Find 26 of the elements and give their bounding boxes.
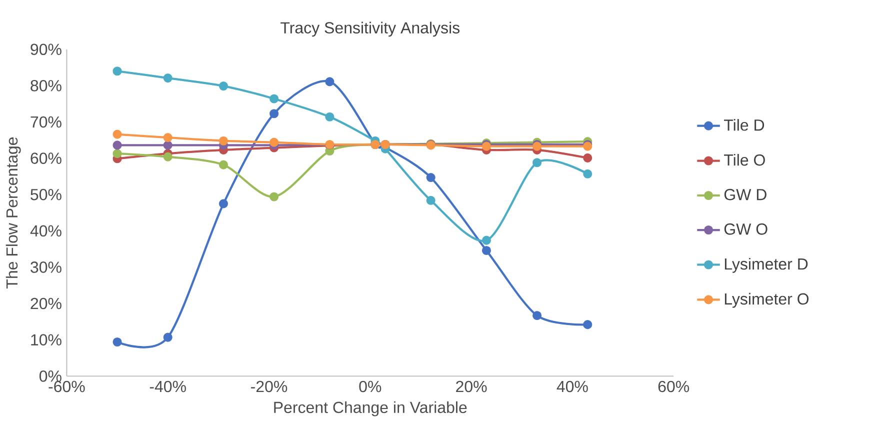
x-tick-label: 20% bbox=[456, 380, 487, 392]
legend-label: GW D bbox=[724, 188, 766, 200]
legend-label: Lysimeter D bbox=[724, 258, 808, 273]
y-tick-label: 20% bbox=[30, 298, 62, 310]
legend-label: Tile D bbox=[724, 118, 764, 131]
x-axis-title: Percent Change in Variable bbox=[274, 401, 467, 416]
y-tick-label: 40% bbox=[30, 225, 62, 236]
y-axis-title: The Flow Percentage bbox=[6, 137, 21, 288]
legend-label: GW O bbox=[724, 223, 768, 235]
x-tick-label: -60% bbox=[48, 380, 85, 392]
y-tick-label: 60% bbox=[30, 152, 62, 164]
y-tick-label: 90% bbox=[30, 44, 62, 55]
x-tick-label: 60% bbox=[658, 380, 690, 392]
y-tick-label: 50% bbox=[30, 188, 62, 200]
y-tick-label: 0% bbox=[39, 370, 62, 382]
x-tick-label: -40% bbox=[150, 380, 186, 392]
x-tick-label: 0% bbox=[359, 380, 382, 392]
x-tick-label: 40% bbox=[556, 380, 588, 392]
y-tick-label: 10% bbox=[31, 334, 62, 346]
y-tick-label: 30% bbox=[30, 261, 62, 273]
y-tick-label: 70% bbox=[30, 116, 62, 128]
legend-label: Lysimeter O bbox=[724, 292, 809, 308]
x-tick-label: -20% bbox=[251, 380, 288, 392]
legend-label: Tile O bbox=[724, 154, 765, 166]
chart-title: Tracy Sensitivity Analysis bbox=[280, 22, 460, 37]
y-tick-label: 80% bbox=[30, 80, 62, 92]
